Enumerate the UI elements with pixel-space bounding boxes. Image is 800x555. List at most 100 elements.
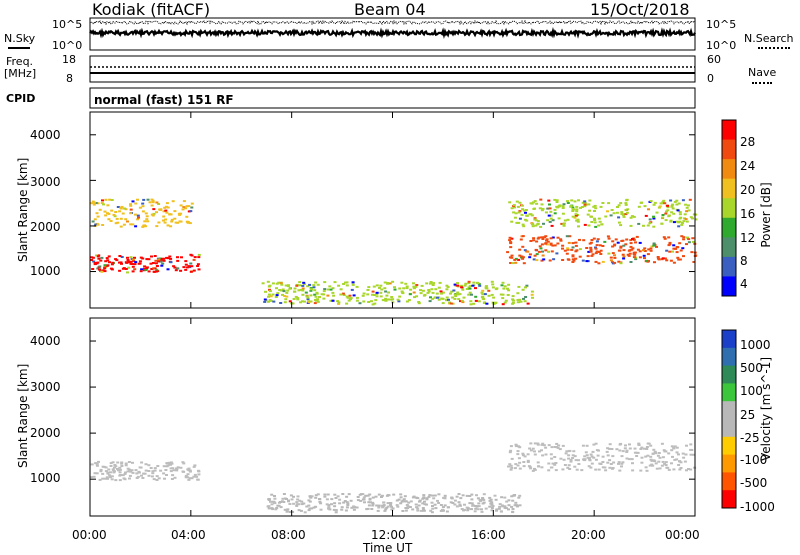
scatter-cell (460, 286, 464, 289)
scatter-cell (516, 292, 520, 295)
scatter-cell (174, 467, 178, 470)
scatter-cell (515, 200, 519, 203)
scatter-cell (481, 297, 485, 300)
nsearch-trace (89, 19, 696, 26)
scatter-cell (666, 466, 670, 469)
scatter-cell (99, 468, 103, 471)
scatter-cell (691, 217, 694, 220)
scatter-cell (382, 504, 386, 507)
scatter-cell (433, 296, 437, 299)
scatter-cell (367, 301, 371, 303)
scatter-cell (608, 443, 612, 446)
scatter-cell (140, 461, 144, 464)
scatter-cell (412, 282, 415, 285)
scatter-cell (175, 469, 179, 472)
scatter-cell (145, 215, 149, 218)
scatter-cell (571, 210, 575, 212)
cpid-label: CPID (6, 92, 36, 105)
scatter-cell (374, 495, 378, 498)
scatter-cell (621, 461, 625, 464)
scatter-cell (669, 199, 673, 202)
scatter-cell (604, 215, 608, 218)
scatter-cell (297, 503, 301, 506)
scatter-cell (403, 495, 407, 498)
scatter-cell (606, 447, 610, 450)
scatter-cell (270, 507, 274, 510)
scatter-cell (638, 256, 642, 259)
scatter-cell (330, 498, 334, 501)
scatter-cell (571, 255, 575, 258)
scatter-cell (593, 210, 596, 212)
scatter-cell (165, 474, 168, 476)
scatter-cell (439, 504, 443, 506)
scatter-cell (682, 456, 686, 459)
scatter-cell (182, 462, 186, 465)
scatter-cell (391, 298, 395, 301)
scatter-cell (90, 202, 94, 205)
scatter-cell (678, 468, 682, 471)
scatter-cell (313, 302, 317, 305)
scatter-cell (522, 225, 526, 228)
scatter-cell (544, 249, 548, 252)
scatter-cell (617, 260, 621, 263)
scatter-cell (162, 472, 166, 475)
scatter-cell (301, 284, 305, 287)
scatter-cell (653, 201, 657, 204)
scatter-cell (196, 263, 200, 266)
scatter-cell (575, 208, 579, 211)
scatter-cell (148, 201, 152, 204)
scatter-cell (481, 498, 485, 501)
scatter-cell (105, 257, 109, 260)
scatter-cell (371, 504, 375, 507)
scatter-cell (330, 503, 333, 506)
scatter-cell (675, 251, 679, 254)
scatter-cell (388, 282, 392, 285)
scatter-cell (505, 500, 509, 503)
scatter-cell (601, 260, 605, 263)
scatter-cell (620, 465, 623, 468)
scatter-cell (670, 449, 674, 452)
scatter-cell (141, 202, 145, 205)
scatter-cell (415, 295, 419, 298)
scatter-cell (685, 206, 689, 209)
scatter-cell (672, 468, 676, 471)
scatter-cell (422, 508, 425, 511)
scatter-cell (648, 218, 652, 221)
nsky-tick-max: 10^5 (52, 18, 83, 31)
scatter-cell (126, 259, 130, 261)
scatter-cell (511, 508, 515, 510)
scatter-cell (626, 253, 630, 256)
scatter-cell (429, 509, 433, 512)
scatter-cell (607, 202, 611, 205)
scatter-cell (349, 499, 353, 502)
scatter-cell (536, 442, 540, 445)
scatter-cell (518, 201, 522, 204)
scatter-cell (285, 291, 289, 294)
scatter-cell (338, 502, 342, 505)
scatter-cell (542, 444, 546, 447)
scatter-cell (685, 220, 689, 223)
nave-tick-min: 0 (707, 72, 714, 85)
scatter-cell (116, 468, 119, 470)
scatter-cell (312, 286, 316, 289)
scatter-cell (414, 503, 418, 506)
scatter-cell (502, 287, 506, 290)
scatter-cell (278, 289, 282, 291)
velocity-colorbar-frame (721, 329, 737, 509)
scatter-cell (661, 201, 665, 204)
scatter-cell (153, 255, 157, 257)
scatter-cell (589, 248, 593, 251)
scatter-cell (301, 293, 305, 296)
scatter-cell (427, 289, 431, 291)
scatter-cell (316, 300, 320, 303)
scatter-cell (334, 509, 338, 512)
scatter-cell (673, 445, 677, 448)
scatter-cell (555, 442, 559, 445)
scatter-cell (682, 220, 686, 223)
scatter-cell (532, 258, 536, 261)
scatter-cell (610, 209, 614, 211)
scatter-cell (544, 235, 548, 238)
scatter-cell (688, 198, 692, 201)
scatter-cell (670, 462, 673, 465)
